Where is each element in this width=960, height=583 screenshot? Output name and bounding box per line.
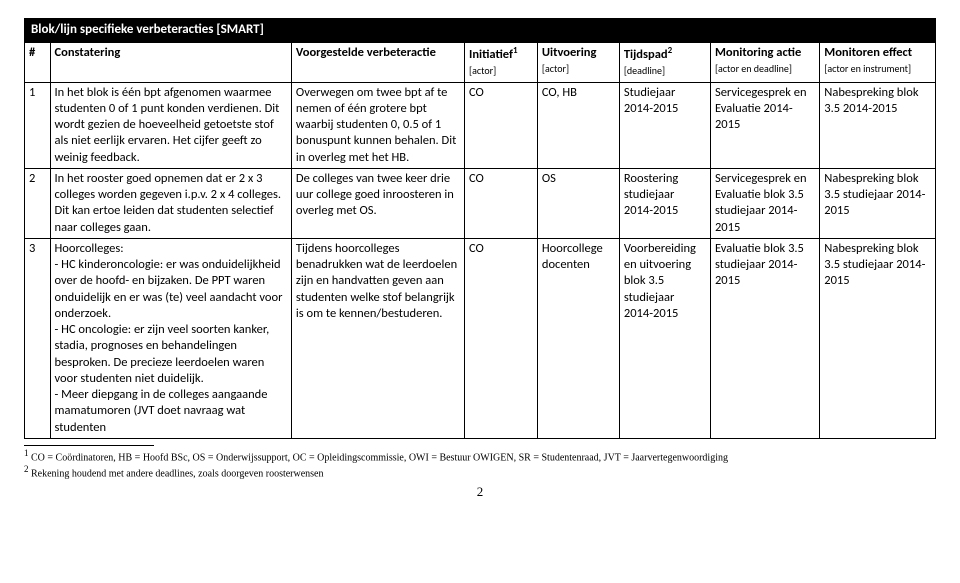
cell-effect: Nabespreking blok 3.5 studiejaar 2014-20… — [820, 168, 936, 238]
header-initiatief: Initiatief1 [actor] — [465, 42, 538, 82]
table-header-row: # Constatering Voorgestelde verbeteracti… — [25, 42, 936, 82]
footnote-2: 2 Rekening houdend met andere deadlines,… — [24, 464, 936, 480]
cell-constatering: In het blok is één bpt afgenomen waarmee… — [50, 82, 291, 168]
header-constatering: Constatering — [50, 42, 291, 82]
cell-num: 3 — [25, 238, 51, 438]
header-tijdspad: Tijdspad2 [deadline] — [619, 42, 710, 82]
cell-num: 1 — [25, 82, 51, 168]
header-monitoring-actie: Monitoring actie [actor en deadline] — [710, 42, 819, 82]
cell-monitoring: Servicegesprek en Evaluatie blok 3.5 stu… — [710, 168, 819, 238]
cell-constatering: Hoorcolleges: - HC kinderoncologie: er w… — [50, 238, 291, 438]
cell-tijdspad: Voorbereiding en uitvoering blok 3.5 stu… — [619, 238, 710, 438]
header-verbeteractie: Voorgestelde verbeteractie — [291, 42, 464, 82]
cell-monitoring: Evaluatie blok 3.5 studiejaar 2014-2015 — [710, 238, 819, 438]
footnote-1: 1 CO = Coördinatoren, HB = Hoofd BSc, OS… — [24, 448, 936, 464]
cell-initiatief: CO — [465, 168, 538, 238]
cell-uitvoering: OS — [537, 168, 619, 238]
cell-initiatief: CO — [465, 82, 538, 168]
header-num: # — [25, 42, 51, 82]
cell-constatering: In het rooster goed opnemen dat er 2 x 3… — [50, 168, 291, 238]
cell-verbeteractie: Tijdens hoorcolleges benadrukken wat de … — [291, 238, 464, 438]
footnotes: 1 CO = Coördinatoren, HB = Hoofd BSc, OS… — [24, 445, 936, 481]
cell-verbeteractie: De colleges van twee keer drie uur colle… — [291, 168, 464, 238]
table-title-row: Blok/lijn specifieke verbeteracties [SMA… — [25, 19, 936, 43]
table-row: 3 Hoorcolleges: - HC kinderoncologie: er… — [25, 238, 936, 438]
cell-effect: Nabespreking blok 3.5 2014-2015 — [820, 82, 936, 168]
table-row: 1 In het blok is één bpt afgenomen waarm… — [25, 82, 936, 168]
cell-tijdspad: Roostering studiejaar 2014-2015 — [619, 168, 710, 238]
cell-uitvoering: Hoorcollege docenten — [537, 238, 619, 438]
page-number: 2 — [24, 484, 936, 500]
cell-num: 2 — [25, 168, 51, 238]
improvements-table: Blok/lijn specifieke verbeteracties [SMA… — [24, 18, 936, 439]
table-row: 2 In het rooster goed opnemen dat er 2 x… — [25, 168, 936, 238]
header-monitoren-effect: Monitoren effect [actor en instrument] — [820, 42, 936, 82]
header-uitvoering: Uitvoering [actor] — [537, 42, 619, 82]
cell-effect: Nabespreking blok 3.5 studiejaar 2014-20… — [820, 238, 936, 438]
cell-uitvoering: CO, HB — [537, 82, 619, 168]
cell-initiatief: CO — [465, 238, 538, 438]
cell-tijdspad: Studiejaar 2014-2015 — [619, 82, 710, 168]
cell-monitoring: Servicegesprek en Evaluatie 2014-2015 — [710, 82, 819, 168]
table-title: Blok/lijn specifieke verbeteracties [SMA… — [25, 19, 936, 43]
cell-verbeteractie: Overwegen om twee bpt af te nemen of één… — [291, 82, 464, 168]
